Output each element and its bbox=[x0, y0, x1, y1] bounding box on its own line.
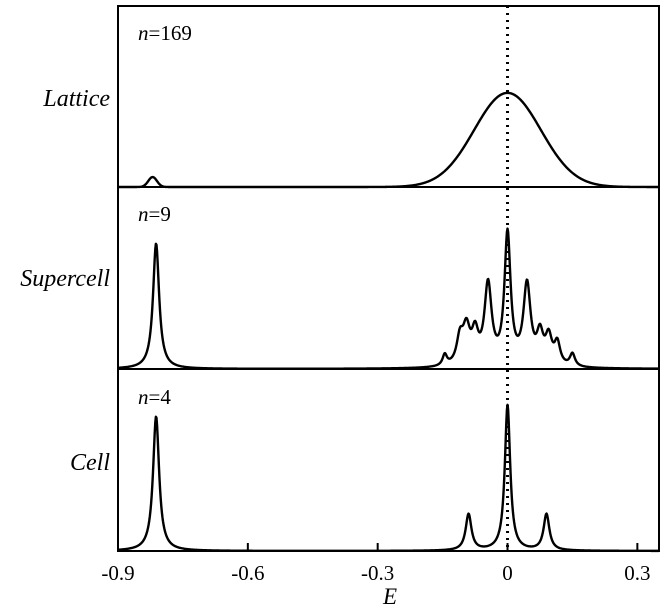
n-label-supercell: n=9 bbox=[138, 202, 171, 226]
n-value: =4 bbox=[149, 385, 172, 409]
x-tick-label: -0.3 bbox=[361, 561, 394, 585]
n-label-cell: n=4 bbox=[138, 385, 171, 409]
x-axis-ticks: -0.9 -0.6 -0.3 0 0.3 bbox=[101, 543, 650, 585]
x-axis-title: E bbox=[382, 584, 397, 609]
n-value: =169 bbox=[149, 21, 192, 45]
n-symbol: n bbox=[138, 385, 149, 409]
dos-curve-supercell bbox=[117, 227, 660, 370]
n-symbol: n bbox=[138, 21, 149, 45]
x-tick-label: 0 bbox=[502, 561, 513, 585]
dos-curve-lattice bbox=[117, 91, 660, 189]
plot-frame bbox=[117, 5, 660, 552]
panel-label-supercell: Supercell bbox=[20, 266, 110, 292]
labels: Lattice Supercell Cell n=169 n=9 n=4 E bbox=[20, 21, 397, 609]
n-value: =9 bbox=[149, 202, 171, 226]
panel-frames bbox=[117, 5, 660, 552]
x-tick-label: -0.6 bbox=[231, 561, 264, 585]
x-tick-label: -0.9 bbox=[101, 561, 134, 585]
panel-label-cell: Cell bbox=[70, 450, 110, 476]
n-symbol: n bbox=[138, 202, 149, 226]
panel-label-lattice: Lattice bbox=[42, 86, 110, 112]
x-tick-label: 0.3 bbox=[624, 561, 650, 585]
dos-curves bbox=[117, 91, 660, 553]
dos-curve-cell bbox=[117, 403, 660, 553]
n-label-lattice: n=169 bbox=[138, 21, 192, 45]
